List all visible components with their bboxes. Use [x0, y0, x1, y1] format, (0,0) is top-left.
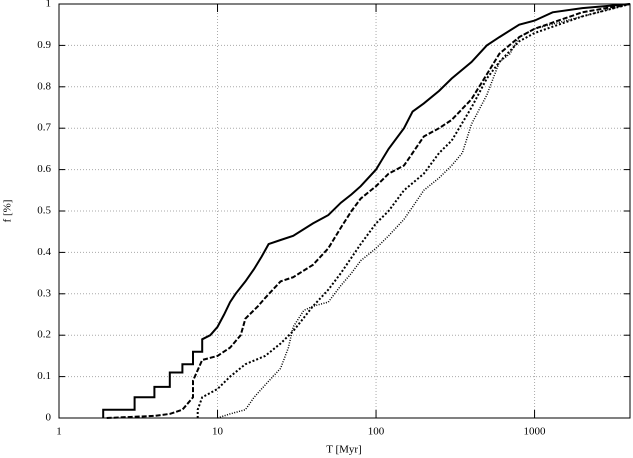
plot-frame	[58, 3, 631, 419]
y-tick-label: 1	[46, 0, 52, 10]
x-tick-label: 1000	[524, 426, 547, 438]
series-line	[217, 3, 631, 419]
y-tick-label: 0.7	[37, 122, 51, 134]
x-tick-label: 1	[56, 426, 62, 438]
series-line	[102, 3, 631, 418]
series-line	[196, 3, 631, 418]
series-line	[106, 3, 631, 419]
y-tick-label: 0.1	[37, 370, 51, 382]
y-tick-label: 0.4	[37, 246, 51, 258]
y-tick-label: 0.9	[37, 39, 51, 51]
x-tick-label: 10	[212, 426, 224, 438]
y-axis-label: f [%]	[2, 200, 14, 223]
y-tick-label: 0.6	[37, 163, 51, 175]
x-axis-label: T [Myr]	[326, 444, 362, 456]
y-tick-label: 0.2	[37, 329, 51, 341]
y-tick-label: 0.3	[37, 287, 51, 299]
x-tick-label: 100	[368, 426, 385, 438]
y-tick-label: 0.5	[37, 205, 51, 217]
y-tick-label: 0	[46, 412, 52, 424]
y-tick-label: 0.8	[37, 80, 51, 92]
